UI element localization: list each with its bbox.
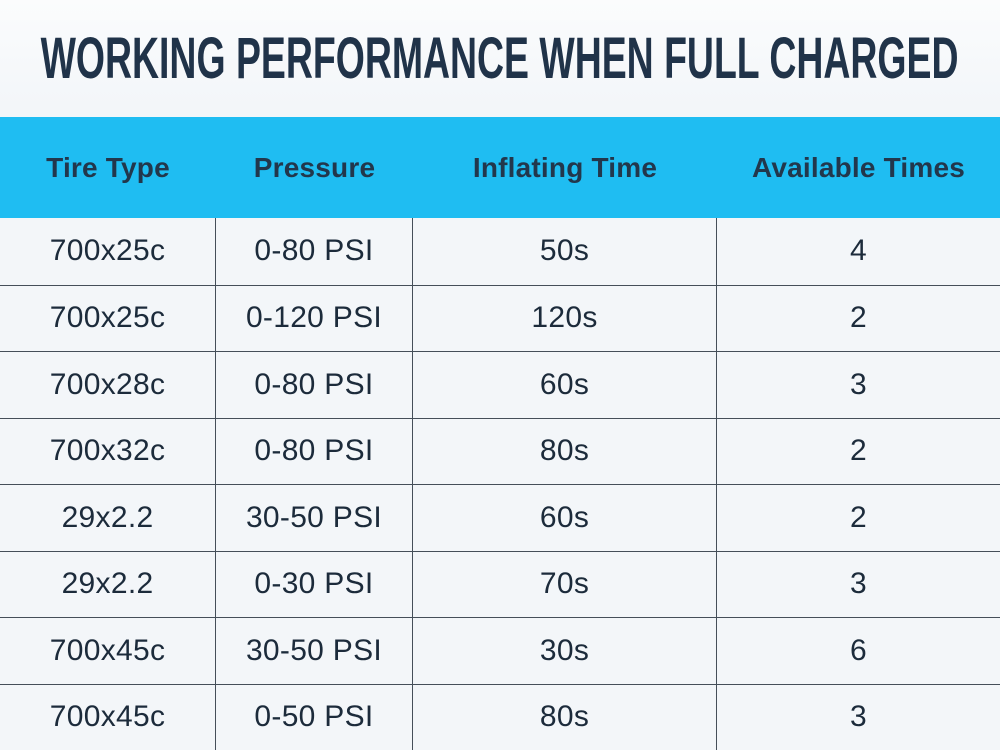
table-row: 29x2.2 30-50 PSI 60s 2 (0, 484, 1000, 551)
performance-table: Tire Type Pressure Inflating Time Availa… (0, 117, 1000, 750)
cell-inflating-time: 80s (413, 684, 717, 750)
cell-inflating-time: 80s (413, 418, 717, 484)
cell-pressure: 0-50 PSI (216, 684, 413, 750)
table-row: 700x45c 0-50 PSI 80s 3 (0, 683, 1000, 750)
cell-inflating-time: 30s (413, 618, 717, 684)
cell-inflating-time: 60s (413, 485, 717, 551)
column-header-inflating-time: Inflating Time (472, 151, 658, 183)
table-row: 700x45c 30-50 PSI 30s 6 (0, 617, 1000, 684)
title-bar: WORKING PERFORMANCE WHEN FULL CHARGED (0, 0, 1000, 117)
cell-inflating-time: 60s (413, 352, 717, 418)
table-body: 700x25c 0-80 PSI 50s 4 700x25c 0-120 PSI… (0, 218, 1000, 750)
cell-tire-type: 700x45c (0, 684, 216, 750)
table-header-row: Tire Type Pressure Inflating Time Availa… (0, 117, 1000, 218)
cell-available-times: 6 (850, 633, 867, 667)
cell-available-times: 3 (850, 700, 867, 734)
cell-tire-type: 700x45c (0, 618, 216, 684)
cell-inflating-time: 120s (413, 285, 717, 351)
cell-tire-type: 700x25c (0, 218, 216, 285)
page-title: WORKING PERFORMANCE WHEN FULL CHARGED (41, 26, 959, 91)
cell-pressure: 30-50 PSI (216, 485, 413, 551)
cell-available-times: 2 (850, 500, 867, 534)
cell-inflating-time: 70s (413, 551, 717, 617)
cell-pressure: 0-120 PSI (216, 285, 413, 351)
table-row: 700x32c 0-80 PSI 80s 2 (0, 417, 1000, 484)
cell-tire-type: 700x32c (0, 418, 216, 484)
cell-tire-type: 700x25c (0, 285, 216, 351)
table-row: 29x2.2 0-30 PSI 70s 3 (0, 550, 1000, 617)
cell-pressure: 0-30 PSI (216, 551, 413, 617)
column-header-pressure: Pressure (253, 151, 376, 183)
cell-tire-type: 29x2.2 (0, 485, 216, 551)
cell-available-times: 3 (850, 567, 867, 601)
cell-available-times: 2 (850, 434, 867, 468)
cell-available-times: 3 (850, 367, 867, 401)
cell-tire-type: 29x2.2 (0, 551, 216, 617)
column-header-tire-type: Tire Type (46, 151, 170, 183)
cell-tire-type: 700x28c (0, 352, 216, 418)
cell-pressure: 0-80 PSI (216, 218, 413, 285)
cell-available-times: 4 (850, 234, 867, 268)
column-header-available-times: Available Times (751, 151, 966, 183)
table-row: 700x28c 0-80 PSI 60s 3 (0, 351, 1000, 418)
cell-available-times: 2 (850, 301, 867, 335)
cell-pressure: 30-50 PSI (216, 618, 413, 684)
cell-inflating-time: 50s (413, 218, 717, 285)
cell-pressure: 0-80 PSI (216, 418, 413, 484)
cell-pressure: 0-80 PSI (216, 352, 413, 418)
table-row: 700x25c 0-80 PSI 50s 4 (0, 218, 1000, 285)
table-row: 700x25c 0-120 PSI 120s 2 (0, 284, 1000, 351)
